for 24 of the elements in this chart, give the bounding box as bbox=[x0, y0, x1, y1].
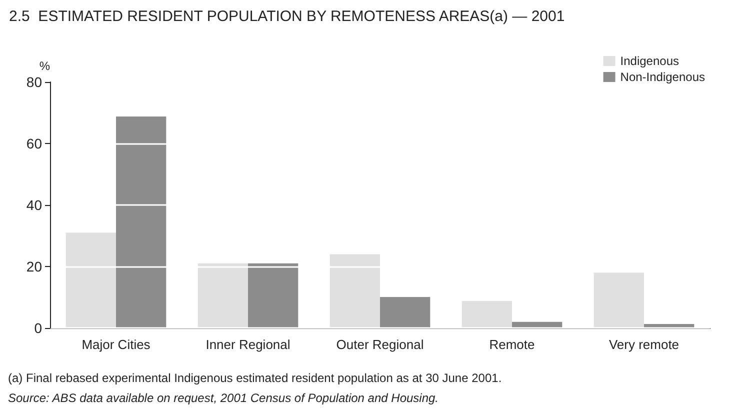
text: (a) Final rebased experimental Indigenous estimated resident population as at 30 June 2001. bbox=[8, 371, 502, 385]
y-tick-label: 80 bbox=[26, 74, 42, 90]
chart-title: 2.5 ESTIMATED RESIDENT POPULATION BY REMOTENESS AREAS(a) — 2001 bbox=[9, 8, 565, 25]
bar bbox=[330, 254, 380, 328]
bar bbox=[380, 296, 430, 328]
source-note: Source: ABS data available on request, 2001 Census of Population and Housing. bbox=[8, 391, 439, 405]
bar bbox=[248, 263, 298, 328]
y-axis-title: % bbox=[39, 59, 50, 73]
x-tick-label: Outer Regional bbox=[336, 337, 424, 352]
bar bbox=[462, 300, 512, 328]
x-tick-label: Very remote bbox=[608, 337, 680, 352]
bar bbox=[198, 263, 248, 328]
bar bbox=[594, 272, 644, 328]
y-tick-label: 20 bbox=[26, 258, 42, 274]
x-tick-label: Major Cities bbox=[82, 337, 151, 352]
y-tick-label: 0 bbox=[34, 320, 42, 336]
legend-label: Non-Indigenous bbox=[620, 70, 706, 84]
x-tick-label: Remote bbox=[489, 337, 535, 352]
bar bbox=[116, 116, 166, 328]
y-tick-label: 60 bbox=[26, 136, 42, 152]
x-tick-label: Inner Regional bbox=[206, 337, 290, 352]
y-tick-label: 40 bbox=[26, 197, 42, 213]
legend-label: Indigenous bbox=[620, 54, 679, 68]
bar bbox=[66, 232, 116, 328]
